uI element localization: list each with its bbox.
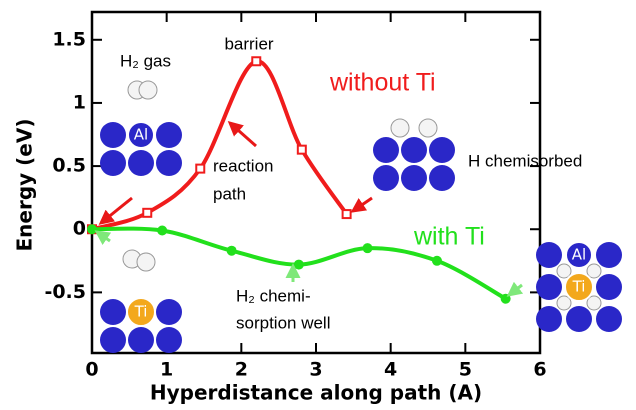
annotation: reaction: [213, 156, 273, 175]
x-tick-label: 0: [85, 359, 98, 381]
annotation: H₂ gas: [120, 51, 171, 70]
marker: [87, 224, 97, 234]
atom-label: Ti: [572, 278, 586, 296]
y-tick-label: -0.5: [44, 281, 86, 303]
arrow: [97, 232, 110, 241]
annotation: H chemisorbed: [468, 151, 582, 170]
y-tick-label: 1: [73, 91, 86, 113]
atom: [156, 299, 182, 325]
marker: [252, 57, 260, 65]
y-axis-title: Energy (eV): [13, 119, 37, 252]
inset-top-left: Al: [100, 81, 182, 176]
atom: [100, 327, 126, 353]
h-atom: [557, 296, 571, 310]
marker: [432, 256, 442, 266]
inset-middle: [373, 119, 455, 191]
h-atom: [587, 296, 601, 310]
series-label: without Ti: [329, 69, 436, 97]
atom: [596, 242, 622, 268]
atom: [373, 165, 399, 191]
atom: [100, 150, 126, 176]
inset-right: Al Ti: [536, 242, 622, 332]
arrow: [353, 198, 372, 211]
annotation: path: [213, 184, 246, 203]
x-tick-label: 4: [384, 359, 397, 381]
atom: [596, 274, 622, 300]
arrow: [230, 123, 256, 146]
marker: [294, 260, 304, 270]
atom: [429, 165, 455, 191]
atom: [128, 150, 154, 176]
y-tick-label: 1.5: [52, 28, 86, 50]
atom: [536, 274, 562, 300]
chart: -0.5 0 0.5 1 1.5 0 1 2 3 4 5 6 Al Ti: [0, 0, 636, 410]
atom-label: Al: [572, 246, 586, 264]
atom: [156, 327, 182, 353]
y-tick-label: 0: [73, 218, 86, 240]
atom: [536, 242, 562, 268]
h-atom: [391, 119, 409, 137]
h-atom: [557, 264, 571, 278]
marker: [143, 209, 151, 217]
marker: [196, 165, 204, 173]
atom-label: Al: [134, 126, 148, 144]
marker: [298, 146, 306, 154]
x-tick-label: 3: [309, 359, 322, 381]
atom: [401, 165, 427, 191]
inset-bottom-left: Ti: [100, 250, 182, 353]
annotation: sorption well: [236, 313, 331, 332]
series-label: with Ti: [413, 223, 485, 251]
marker: [343, 210, 351, 218]
atom: [100, 299, 126, 325]
annotation: barrier: [224, 34, 273, 53]
h-atom: [419, 119, 437, 137]
atom: [156, 150, 182, 176]
atom: [373, 137, 399, 163]
marker: [227, 246, 237, 256]
x-tick-label: 2: [235, 359, 248, 381]
y-tick-label: 0.5: [52, 155, 86, 177]
atom: [128, 327, 154, 353]
annotation: H₂ chemi-: [236, 286, 311, 305]
x-tick-label: 5: [459, 359, 472, 381]
atom: [156, 122, 182, 148]
atom-label: Ti: [134, 303, 148, 321]
atom: [401, 137, 427, 163]
x-tick-label: 1: [160, 359, 173, 381]
arrow: [509, 285, 522, 295]
x-tick-label: 6: [533, 359, 546, 381]
atom: [536, 306, 562, 332]
marker: [157, 225, 167, 235]
atom: [596, 306, 622, 332]
h-atom: [587, 264, 601, 278]
h-atom: [139, 81, 157, 99]
atom: [100, 122, 126, 148]
atom: [566, 306, 592, 332]
atom: [429, 137, 455, 163]
marker: [363, 243, 373, 253]
x-axis-title: Hyperdistance along path (A): [150, 381, 482, 405]
h-atom: [137, 253, 155, 271]
